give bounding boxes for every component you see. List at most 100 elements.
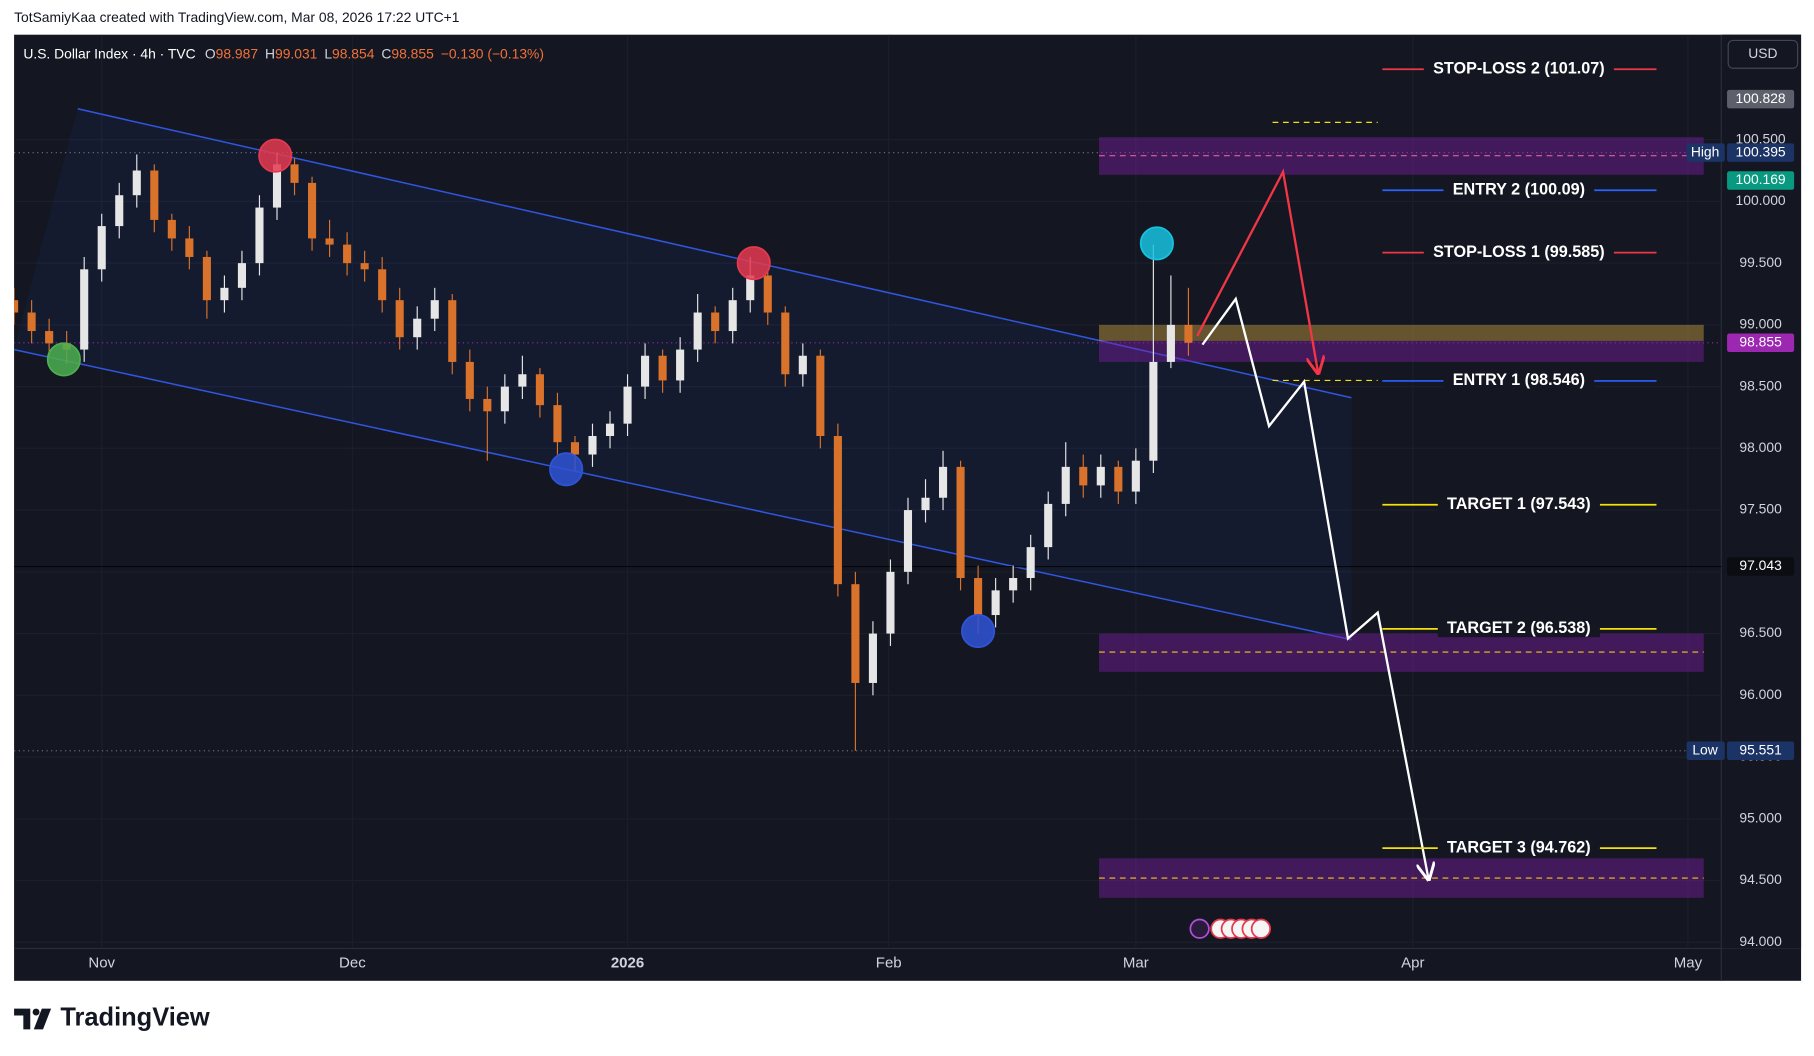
projection-arrow: [1201, 296, 1428, 879]
candle-body: [97, 226, 106, 270]
candle-body: [956, 466, 965, 579]
price-badge: [1727, 333, 1795, 353]
legend-value: 98.854: [332, 45, 375, 61]
candle-body: [1114, 466, 1123, 492]
price-tag-label: Low: [1692, 741, 1718, 757]
legend-key: O: [205, 45, 216, 61]
projection-arrow: [1196, 168, 1318, 373]
candle-body: [308, 182, 317, 239]
level-label: TARGET 3 (94.762): [1447, 838, 1591, 856]
candle-body: [833, 436, 842, 585]
candle-body: [938, 466, 948, 498]
x-tick-label: Feb: [876, 954, 902, 971]
plot-area: [14, 34, 1722, 949]
y-tick-label: 96.500: [1739, 624, 1782, 640]
currency-button[interactable]: [1727, 39, 1799, 69]
candle-body: [974, 578, 983, 616]
candle-body: [868, 633, 877, 683]
candle-body: [1079, 466, 1088, 486]
level-label-bg: [1437, 838, 1600, 857]
level-label-bg: [1443, 371, 1595, 390]
y-tick-label: 97.500: [1739, 501, 1782, 517]
price-badge-label: 100.395: [1736, 143, 1786, 159]
candle-body: [325, 238, 334, 245]
candle-body: [641, 355, 650, 387]
legend-value: 98.855: [391, 45, 434, 61]
candle-body: [991, 590, 1000, 616]
candle-body: [272, 164, 282, 208]
candle-body: [430, 300, 439, 319]
candle-body: [693, 312, 702, 350]
y-tick-label: 100.500: [1736, 130, 1786, 146]
logo-mark: [32, 1008, 40, 1016]
candle-body: [518, 374, 527, 387]
price-badge: [1727, 741, 1795, 760]
currency-label[interactable]: USD: [1748, 45, 1777, 61]
candle-body: [413, 318, 422, 338]
price-badge: [1727, 171, 1795, 190]
pivot-marker: [258, 138, 293, 173]
candle-body: [45, 331, 54, 344]
candle-body: [202, 256, 211, 301]
legend-key: L: [324, 45, 332, 61]
y-tick-label: 95.000: [1739, 809, 1782, 825]
level-label-bg: [1423, 242, 1614, 261]
x-tick-label: Mar: [1123, 954, 1149, 971]
candle-body: [1009, 578, 1018, 591]
y-tick-label: 96.000: [1739, 686, 1782, 702]
price-badge-label: 100.169: [1736, 171, 1786, 187]
candle-body: [220, 287, 229, 301]
candle-body: [185, 238, 194, 257]
footer-brand: TradingView: [60, 1004, 210, 1032]
legend-key: C: [381, 45, 391, 61]
candle-body: [115, 195, 124, 227]
level-label: TARGET 2 (96.538): [1447, 619, 1591, 637]
candle-body: [237, 263, 246, 288]
y-tick-label: 94.500: [1739, 871, 1782, 887]
event-icon: [1250, 918, 1272, 939]
level-label-bg: [1423, 59, 1614, 78]
candle-body: [290, 164, 299, 183]
candle-body: [851, 584, 860, 683]
legend-key: H: [265, 45, 275, 61]
y-tick-label: 94.000: [1739, 933, 1782, 949]
candle-body: [14, 300, 19, 313]
candle-body: [1166, 324, 1175, 362]
zone: [1099, 633, 1704, 672]
candle-body: [448, 300, 457, 362]
x-tick-label: Dec: [339, 954, 366, 971]
zone: [1099, 324, 1704, 341]
legend-change: −0.130 (−0.13%): [441, 45, 544, 61]
candle-body: [728, 300, 737, 332]
price-badge-label: 95.551: [1739, 741, 1782, 757]
legend-title: U.S. Dollar Index · 4h · TVC: [23, 45, 195, 61]
pivot-marker: [961, 614, 996, 649]
price-badge-label: 100.828: [1736, 90, 1786, 106]
candle-body: [763, 275, 772, 313]
legend-value: 98.987: [216, 45, 259, 61]
candle-body: [676, 349, 685, 381]
y-tick-label: 100.000: [1736, 192, 1786, 208]
candle-body: [27, 312, 36, 332]
zone: [1099, 340, 1704, 362]
candle-body: [921, 497, 930, 511]
candle-body: [343, 244, 352, 264]
logo-mark: [33, 1008, 52, 1030]
price-badge: [1727, 557, 1795, 576]
level-label: TARGET 1 (97.543): [1447, 495, 1591, 513]
level-label: STOP-LOSS 1 (99.585): [1433, 243, 1605, 261]
candle-body: [360, 263, 369, 270]
candle-body: [816, 355, 825, 437]
candle-body: [746, 275, 755, 301]
candle-body: [570, 442, 580, 455]
candle-body: [1131, 460, 1140, 492]
level-label: STOP-LOSS 2 (101.07): [1433, 60, 1605, 78]
candle-body: [1149, 361, 1158, 461]
y-tick-label: 99.000: [1739, 316, 1782, 332]
candle-body: [395, 300, 404, 338]
candle-body: [623, 386, 632, 424]
candle-body: [132, 170, 141, 196]
level-label-bg: [1443, 180, 1595, 199]
x-tick-label: May: [1674, 954, 1703, 971]
